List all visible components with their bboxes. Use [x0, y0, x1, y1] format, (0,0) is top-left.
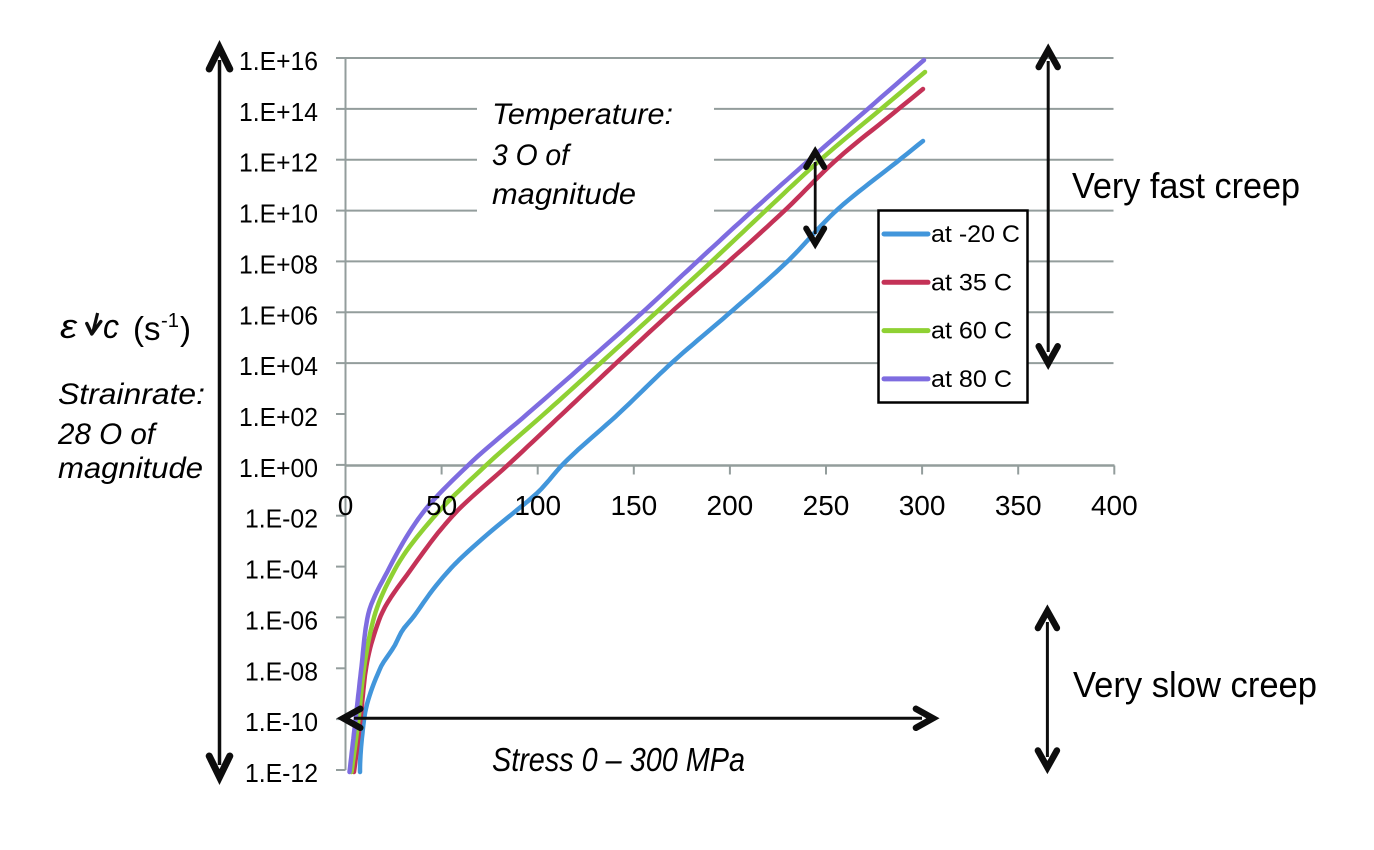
svg-text:50: 50 [426, 490, 457, 521]
svg-text:1.E+16: 1.E+16 [239, 46, 318, 76]
svg-text:1.E-12: 1.E-12 [245, 758, 318, 788]
svg-text:ε: ε [60, 308, 78, 346]
svg-text:1.E+10: 1.E+10 [239, 199, 318, 229]
svg-text:magnitude: magnitude [58, 452, 203, 485]
svg-text:400: 400 [1091, 490, 1138, 521]
svg-text:1.E+02: 1.E+02 [239, 402, 318, 432]
svg-text:at -20 C: at -20 C [931, 221, 1020, 248]
svg-text:1.E+00: 1.E+00 [239, 453, 318, 483]
svg-text:1.E-04: 1.E-04 [245, 555, 318, 585]
svg-text:1.E-10: 1.E-10 [245, 707, 318, 737]
svg-text:1.E-08: 1.E-08 [245, 656, 318, 686]
svg-text:magnitude: magnitude [492, 178, 636, 211]
svg-text:at 80 C: at 80 C [931, 366, 1012, 393]
svg-text:0: 0 [338, 490, 354, 521]
svg-text:1.E+12: 1.E+12 [239, 148, 318, 178]
svg-text:1.E-02: 1.E-02 [245, 504, 318, 534]
svg-text:at 60 C: at 60 C [931, 318, 1012, 345]
svg-text:28 O of: 28 O of [57, 418, 158, 451]
svg-text:1.E+14: 1.E+14 [239, 97, 318, 127]
svg-text:Strainrate:: Strainrate: [58, 378, 205, 411]
svg-text:at 35 C: at 35 C [931, 269, 1012, 296]
svg-text:250: 250 [803, 490, 850, 521]
svg-text:3 O of: 3 O of [492, 139, 572, 172]
svg-text:(s: (s [133, 310, 161, 347]
svg-text:-1: -1 [161, 310, 179, 332]
svg-text:1.E+08: 1.E+08 [239, 249, 318, 279]
svg-text:Very slow creep: Very slow creep [1073, 664, 1317, 705]
svg-text:c: c [103, 308, 119, 346]
svg-text:Stress 0 – 300 MPa: Stress 0 – 300 MPa [492, 741, 745, 778]
svg-text:Temperature:: Temperature: [492, 98, 673, 131]
svg-text:): ) [180, 310, 191, 347]
svg-text:150: 150 [610, 490, 657, 521]
svg-text:200: 200 [707, 490, 754, 521]
svg-text:100: 100 [514, 490, 561, 521]
svg-text:1.E-06: 1.E-06 [245, 605, 318, 635]
svg-text:1.E+04: 1.E+04 [239, 351, 318, 381]
svg-text:1.E+06: 1.E+06 [239, 300, 318, 330]
svg-text:300: 300 [899, 490, 946, 521]
svg-text:350: 350 [995, 490, 1042, 521]
svg-text:Very fast creep: Very fast creep [1072, 165, 1300, 206]
